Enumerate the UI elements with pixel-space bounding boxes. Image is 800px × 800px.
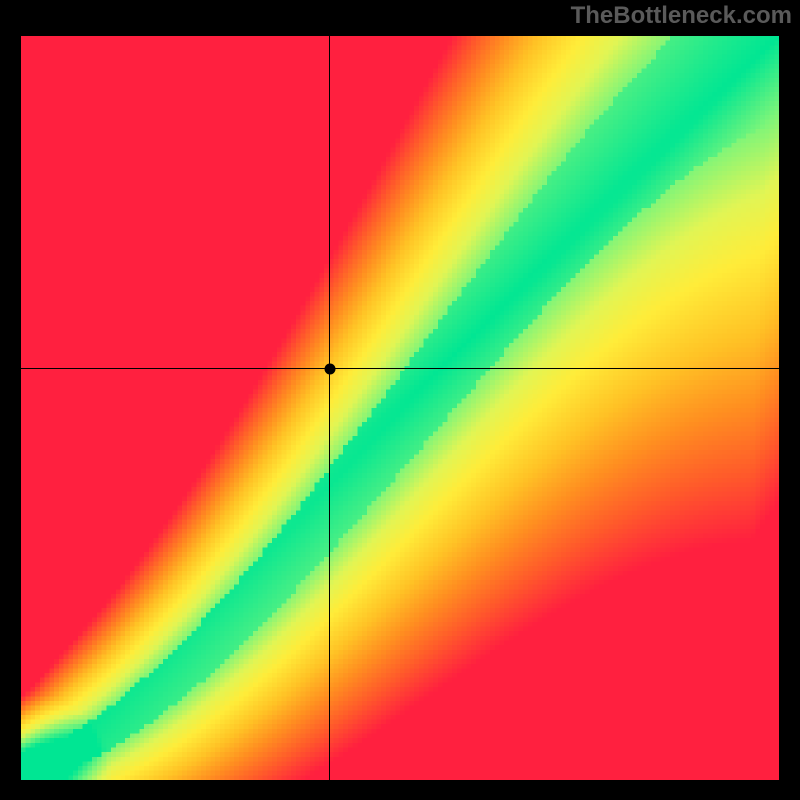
crosshair-vertical [329, 36, 330, 780]
heatmap-area [21, 36, 779, 780]
crosshair-horizontal [21, 368, 779, 369]
crosshair-marker[interactable] [324, 363, 335, 374]
heatmap-canvas [21, 36, 779, 780]
chart-frame: TheBottleneck.com [0, 0, 800, 800]
watermark-text: TheBottleneck.com [571, 2, 792, 30]
